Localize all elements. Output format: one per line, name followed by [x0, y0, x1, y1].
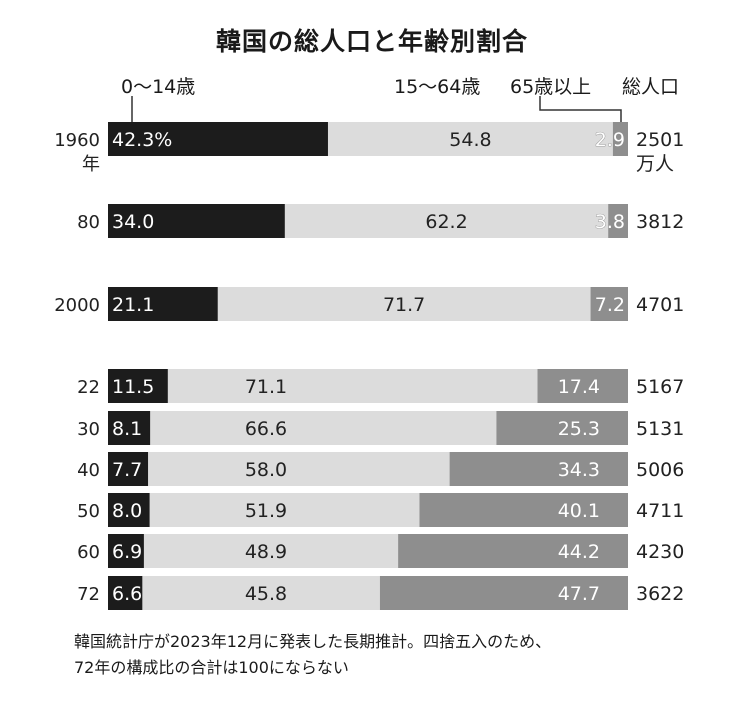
bar-young-40	[108, 452, 149, 486]
value-elderly-22: 17.4	[558, 376, 600, 398]
bar-elderly-30	[496, 411, 628, 445]
bar-elderly-50	[419, 493, 628, 527]
footnote-line-1: 韓国統計庁が2023年12月に発表した長期推計。四捨五入のため、	[74, 632, 552, 651]
legend-elderly: 65歳以上	[510, 76, 592, 98]
total-40: 5006	[636, 459, 684, 481]
year-label-30: 30	[77, 419, 100, 440]
value-working-50: 51.9	[245, 500, 287, 522]
value-elderly-72: 47.7	[558, 583, 600, 605]
year-label-60: 60	[77, 542, 100, 563]
value-young-22: 11.5	[112, 376, 154, 398]
total-50: 4711	[636, 500, 684, 522]
bar-elderly-72	[379, 576, 628, 610]
value-elderly-30: 25.3	[558, 418, 600, 440]
legend-working: 15〜64歳	[394, 76, 481, 98]
value-elderly-2000: 7.2	[595, 294, 625, 316]
chart-title: 韓国の総人口と年齢別割合	[215, 27, 528, 56]
value-young-80: 34.0	[112, 211, 154, 233]
bar-elderly-40	[449, 452, 628, 486]
value-young-2000: 21.1	[112, 294, 154, 316]
bar-young-60	[108, 534, 144, 568]
value-working-1960: 54.8	[449, 129, 491, 151]
total-22: 5167	[636, 376, 684, 398]
total-72: 3622	[636, 583, 684, 605]
value-working-72: 45.8	[245, 583, 287, 605]
bar-young-1960	[108, 122, 328, 156]
value-young-72: 6.6	[112, 583, 142, 605]
value-working-2000: 71.7	[383, 294, 425, 316]
year-label-80: 80	[77, 212, 100, 233]
bar-elderly-2000	[590, 287, 628, 321]
bar-elderly-80	[608, 204, 628, 238]
bar-young-2000	[108, 287, 218, 321]
value-young-60: 6.9	[112, 541, 142, 563]
bar-elderly-22	[537, 369, 628, 403]
year-label-40: 40	[77, 460, 100, 481]
value-young-50: 8.0	[112, 500, 142, 522]
value-elderly-60: 44.2	[558, 541, 600, 563]
value-young-1960: 42.3%	[112, 129, 172, 151]
bar-elderly-1960	[612, 122, 628, 156]
bar-young-72	[108, 576, 143, 610]
bar-young-22	[108, 369, 168, 403]
bar-young-80	[108, 204, 285, 238]
total-30: 5131	[636, 418, 684, 440]
value-young-40: 7.7	[112, 459, 142, 481]
total-1960: 2501	[636, 129, 684, 151]
value-elderly-1960: 2.9	[595, 129, 625, 151]
value-working-60: 48.9	[245, 541, 287, 563]
year-unit-label: 年	[82, 154, 100, 175]
year-label-22: 22	[77, 377, 100, 398]
total-unit-label: 万人	[636, 153, 674, 175]
total-80: 3812	[636, 211, 684, 233]
year-label-50: 50	[77, 501, 100, 522]
value-elderly-80: 3.8	[595, 211, 625, 233]
bar-young-30	[108, 411, 151, 445]
value-elderly-50: 40.1	[558, 500, 600, 522]
value-working-22: 71.1	[245, 376, 287, 398]
total-2000: 4701	[636, 294, 684, 316]
bar-young-50	[108, 493, 150, 527]
legend-young: 0〜14歳	[121, 76, 196, 98]
value-young-30: 8.1	[112, 418, 142, 440]
value-working-30: 66.6	[245, 418, 287, 440]
year-label-1960: 1960	[54, 130, 100, 151]
legend-elderly-leader	[539, 96, 622, 124]
bar-elderly-60	[398, 534, 628, 568]
header-total: 総人口	[622, 76, 680, 98]
footnote-line-2: 72年の構成比の合計は100にならない	[74, 658, 349, 677]
year-label-2000: 2000	[54, 295, 100, 316]
value-elderly-40: 34.3	[558, 459, 600, 481]
year-label-72: 72	[77, 584, 100, 605]
value-working-40: 58.0	[245, 459, 287, 481]
total-60: 4230	[636, 541, 684, 563]
value-working-80: 62.2	[425, 211, 467, 233]
